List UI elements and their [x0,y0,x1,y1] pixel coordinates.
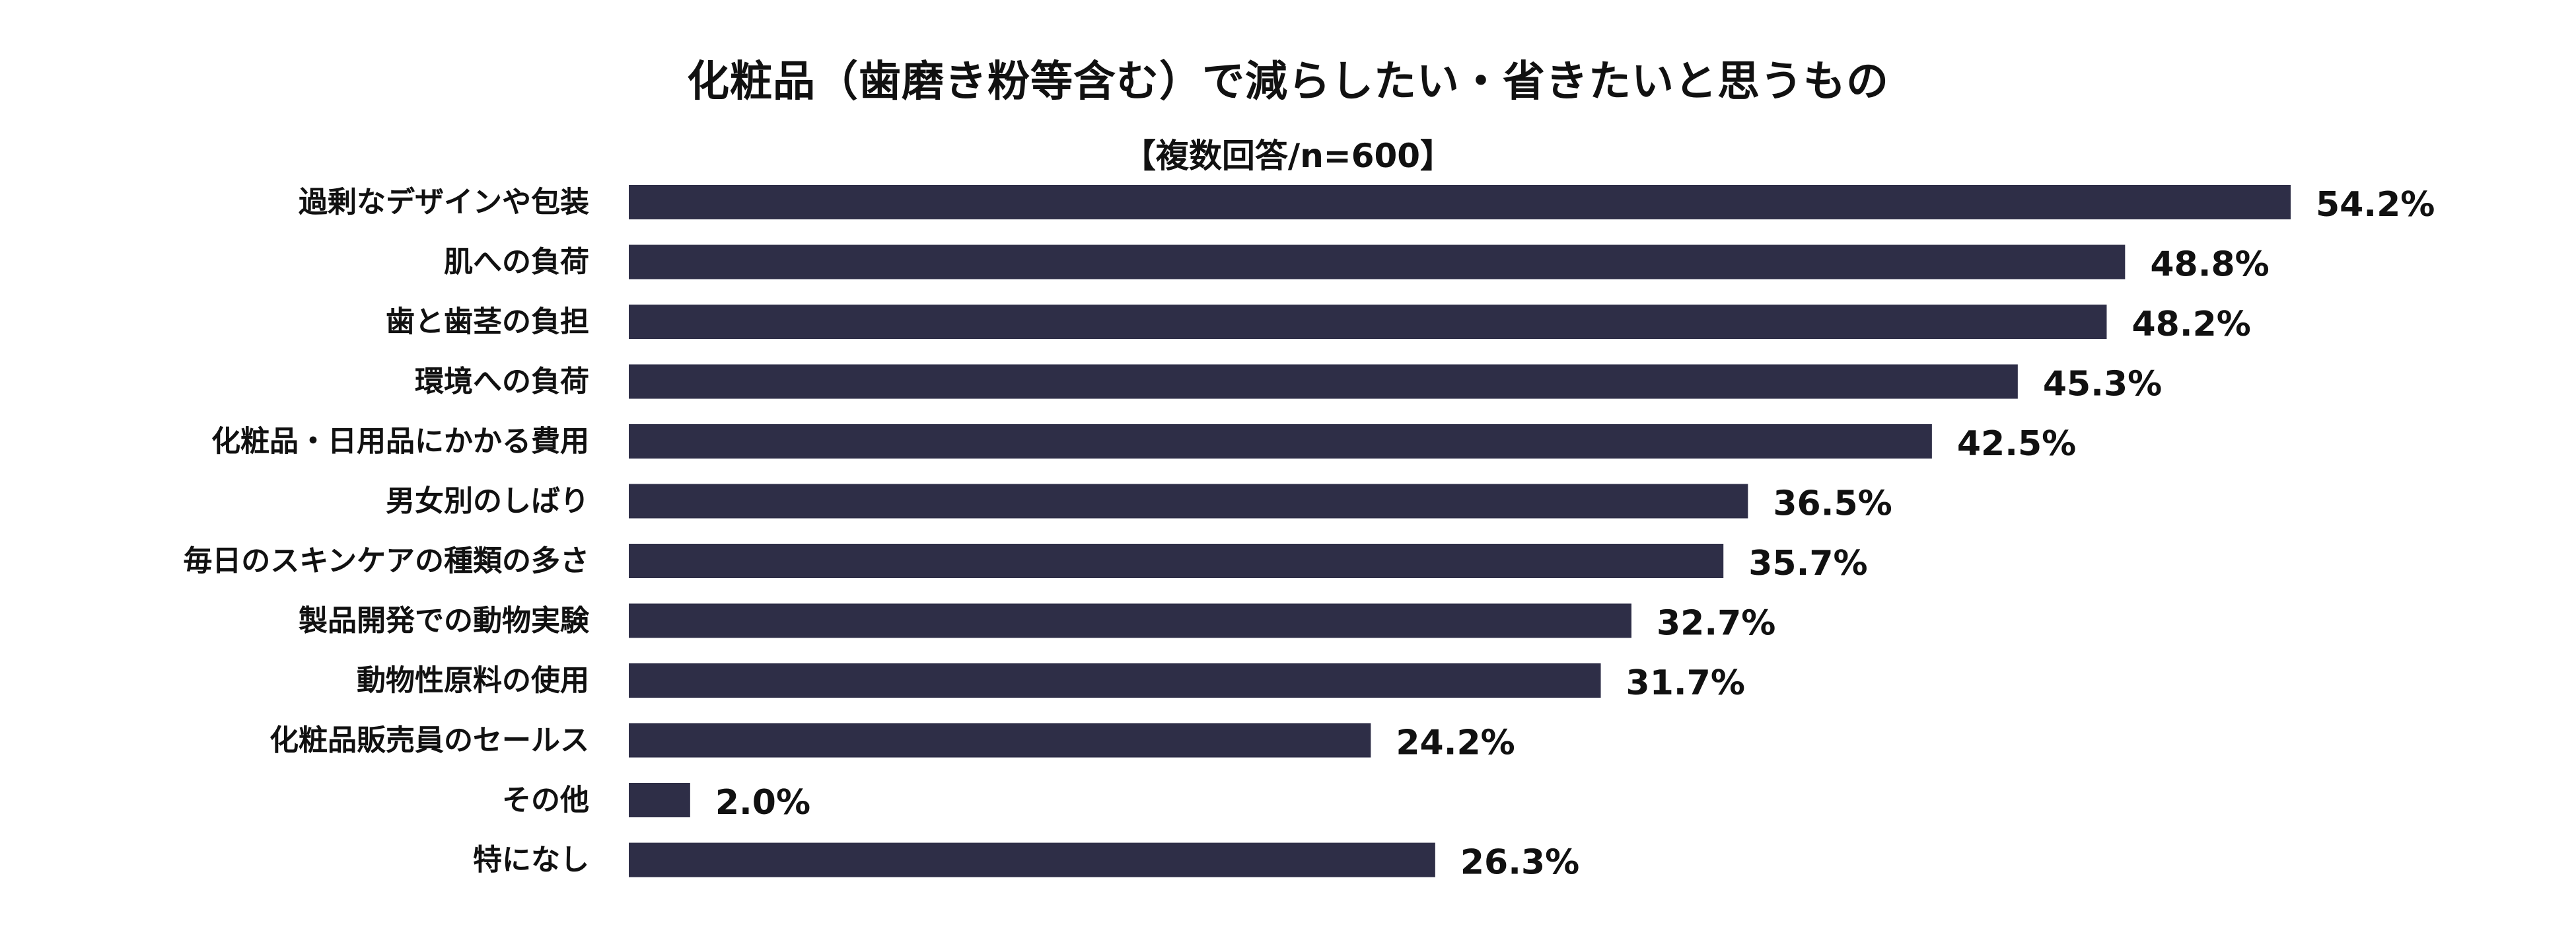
category-label: 化粧品・日用品にかかる費用 [211,425,589,459]
bar [629,484,1748,519]
value-label: 54.2% [2316,185,2435,225]
bar [629,424,1932,459]
bar [629,185,2291,219]
bar [629,364,2018,399]
chart-title: 化粧品（歯磨き粉等含む）で減らしたい・省きたいと思うもの [687,57,1889,106]
bar [629,783,690,817]
category-label: 環境への負荷 [415,365,589,398]
value-label: 42.5% [1957,424,2076,464]
value-label: 48.8% [2150,245,2269,285]
category-label: 歯と歯茎の負担 [386,305,589,339]
bar [629,603,1631,638]
value-label: 35.7% [1748,544,1867,583]
category-label: その他 [502,784,589,817]
bar [629,842,1435,877]
value-label: 48.2% [2131,305,2250,344]
bar [629,544,1724,578]
value-label: 45.3% [2043,365,2162,404]
category-label: 肌への負荷 [444,245,589,279]
chart-subtitle: 【複数回答/n=600】 [1122,137,1454,175]
value-label: 2.0% [715,783,810,823]
value-label: 24.2% [1396,723,1515,763]
category-label: 毎日のスキンケアの種類の多さ [183,544,589,578]
bar [629,663,1601,698]
bar [629,244,2126,279]
category-label: 化粧品販売員のセールス [269,723,589,757]
category-label: 過剰なデザインや包装 [299,186,589,219]
value-label: 31.7% [1626,663,1745,703]
value-label: 36.5% [1773,484,1892,524]
bar [629,723,1371,758]
bar [629,305,2107,339]
category-label: 男女別のしばり [386,484,589,518]
value-label: 32.7% [1657,604,1775,644]
value-label: 26.3% [1460,843,1579,883]
category-label: 特になし [473,843,589,877]
category-label: 動物性原料の使用 [357,664,589,698]
category-label: 製品開発での動物実験 [299,604,590,638]
